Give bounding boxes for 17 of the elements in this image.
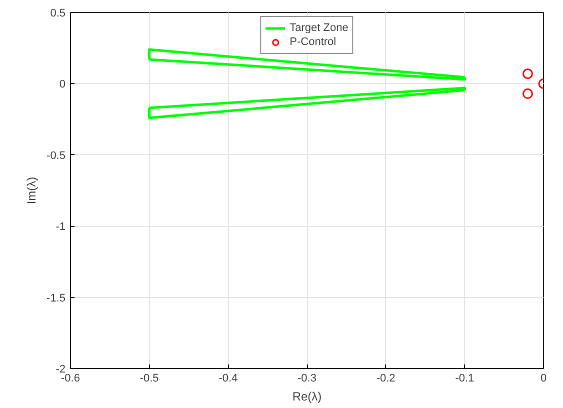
x-tick-label: -0.3 — [298, 372, 316, 384]
x-axis-title: Re(λ) — [292, 390, 322, 404]
x-tick-label: 0 — [540, 372, 547, 384]
y-tick-label: 0 — [59, 78, 66, 91]
y-tick-label: -0.5 — [46, 150, 66, 162]
legend-label: Target Zone — [290, 21, 348, 35]
y-tick-label: 0.5 — [50, 8, 66, 20]
y-axis-title: Im(λ) — [24, 176, 39, 204]
x-tick-label: -0.1 — [455, 372, 474, 384]
x-tick-label: -0.2 — [376, 372, 396, 384]
x-tick-label: -0.5 — [140, 372, 159, 384]
y-tick-label: -2 — [56, 364, 66, 376]
y-tick-label: -1.5 — [46, 292, 66, 304]
x-tick-label: -0.6 — [61, 372, 80, 384]
legend-label: P-Control — [290, 35, 336, 49]
y-tick-label: -1 — [56, 221, 66, 234]
x-tick-label: -0.4 — [218, 372, 238, 384]
